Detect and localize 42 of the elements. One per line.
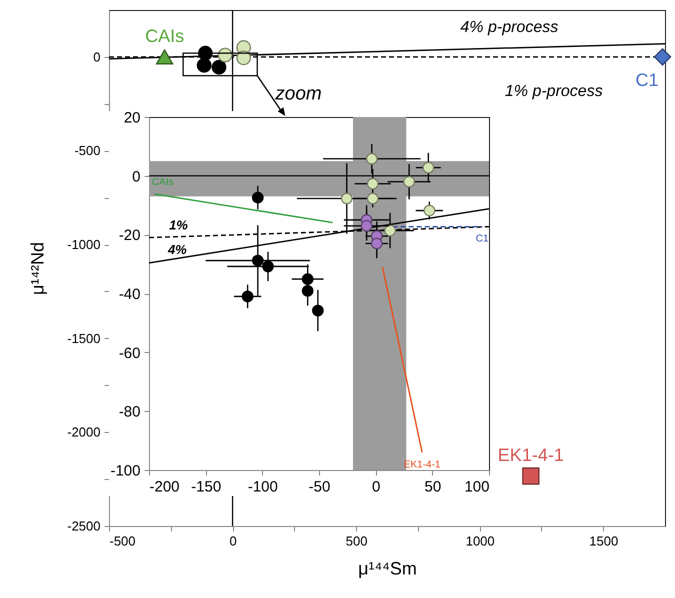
y-tick-label: 0 <box>93 49 100 64</box>
x-tick-label: 0 <box>229 534 237 548</box>
point <box>654 48 672 66</box>
y-tick-label: -2500 <box>67 518 100 534</box>
point <box>212 60 226 75</box>
series-label: CAIs <box>145 26 184 46</box>
annotation: 4% p-process <box>460 19 558 36</box>
point <box>156 49 174 64</box>
y-tick-label: -1500 <box>67 330 100 346</box>
point <box>522 467 540 485</box>
y-axis-title: μ¹⁴²Nd <box>27 242 48 296</box>
x-tick-label: 1000 <box>466 534 495 548</box>
y-tick-label: -80 <box>118 404 140 421</box>
y-tick-label: 0 <box>132 168 140 186</box>
series-label: EK1-4-1 <box>404 459 441 470</box>
point <box>196 58 212 73</box>
x-tick-label: 500 <box>346 534 368 548</box>
x-tick-label: 100 <box>464 478 490 496</box>
x-tick-label: -100 <box>248 478 278 496</box>
x-tick-label: 1500 <box>589 534 618 548</box>
annotation: 1% <box>169 217 188 232</box>
y-tick-label: -1000 <box>67 237 100 252</box>
x-axis-title: μ¹⁴⁴Sm <box>358 558 417 578</box>
series-label: CAIs <box>152 177 174 188</box>
x-tick-label: -50 <box>308 478 330 496</box>
x-tick-label: -200 <box>150 478 180 496</box>
y-tick-label: -100 <box>110 462 140 480</box>
y-tick-label: -40 <box>118 286 140 303</box>
y-tick-label: -2000 <box>67 424 100 440</box>
x-tick-label: 50 <box>424 478 442 496</box>
annotation: zoom <box>274 84 322 105</box>
series-label: C1 <box>476 234 490 245</box>
y-tick-label: 20 <box>124 110 140 126</box>
x-tick-label: 0 <box>372 478 380 496</box>
y-tick-label: -60 <box>118 344 140 362</box>
y-tick-label: -500 <box>74 143 100 158</box>
y-tick-label: -20 <box>118 227 140 244</box>
x-tick-label: -150 <box>191 478 222 496</box>
annotation: 4% <box>166 242 188 258</box>
series-label: C1 <box>636 70 659 90</box>
annotation: 1% p-process <box>504 83 603 100</box>
series-label: EK1-4-1 <box>498 444 564 465</box>
